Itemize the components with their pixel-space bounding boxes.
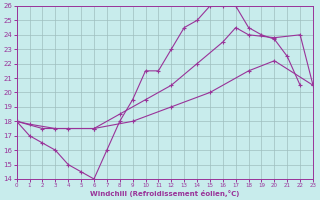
- X-axis label: Windchill (Refroidissement éolien,°C): Windchill (Refroidissement éolien,°C): [90, 190, 240, 197]
